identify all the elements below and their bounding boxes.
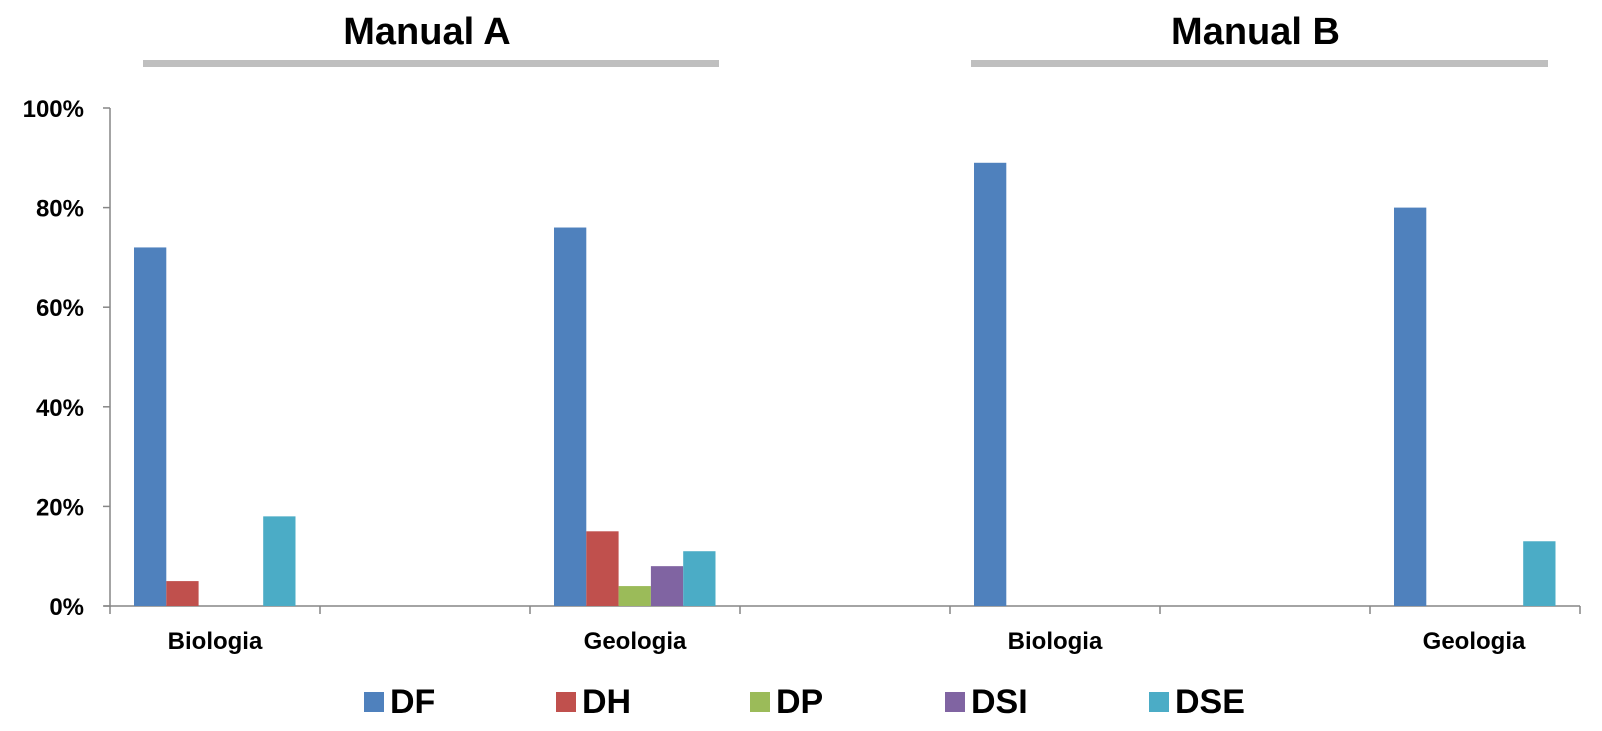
bar-dse xyxy=(1523,541,1556,606)
bar-dp xyxy=(618,586,651,606)
bar-df xyxy=(134,247,167,606)
bar-df xyxy=(554,227,587,606)
axes: 0% 20% 40% 60% 80% 100% Biologia Geologia Biolog… xyxy=(23,96,1581,655)
legend-label: DH xyxy=(582,683,631,721)
bar-dse xyxy=(263,516,296,606)
legend-label: DP xyxy=(776,683,823,721)
bar-dh xyxy=(586,531,619,606)
group-title: Manual A xyxy=(343,11,511,53)
legend-item-dh: DH xyxy=(556,683,631,721)
y-tick-label: 0% xyxy=(49,594,84,621)
bar-dh xyxy=(166,581,199,606)
bars xyxy=(134,162,1556,606)
bar-df xyxy=(974,162,1007,606)
bar-df xyxy=(1394,207,1427,606)
legend-label: DSI xyxy=(971,683,1028,721)
bar-dse xyxy=(683,551,716,606)
legend-swatch xyxy=(556,692,576,712)
y-tick-label: 20% xyxy=(36,494,84,521)
y-tick-label: 80% xyxy=(36,196,84,223)
legend-item-dse: DSE xyxy=(1149,683,1245,721)
legend-swatch xyxy=(1149,692,1169,712)
x-category-label: Biologia xyxy=(168,628,263,655)
x-category-label: Geologia xyxy=(1423,628,1526,655)
legend-item-dsi: DSI xyxy=(945,683,1028,721)
y-tick-label: 100% xyxy=(23,96,84,123)
legend-item-dp: DP xyxy=(750,683,823,721)
legend-item-df: DF xyxy=(364,683,435,721)
legend-label: DF xyxy=(390,683,435,721)
group-titles: Manual A Manual B xyxy=(143,11,1548,67)
group-title: Manual B xyxy=(1171,11,1340,53)
y-tick-label: 40% xyxy=(36,395,84,422)
bar-dsi xyxy=(650,566,684,606)
x-category-label: Geologia xyxy=(584,628,687,655)
legend-swatch xyxy=(364,692,384,712)
y-tick-label: 60% xyxy=(36,295,84,322)
group-underline xyxy=(971,60,1548,67)
x-category-label: Biologia xyxy=(1008,628,1103,655)
group-underline xyxy=(143,60,719,67)
legend-swatch xyxy=(750,692,770,712)
legend: DF DH DP DSI DSE xyxy=(364,683,1245,721)
legend-label: DSE xyxy=(1175,683,1245,721)
legend-swatch xyxy=(945,692,965,712)
